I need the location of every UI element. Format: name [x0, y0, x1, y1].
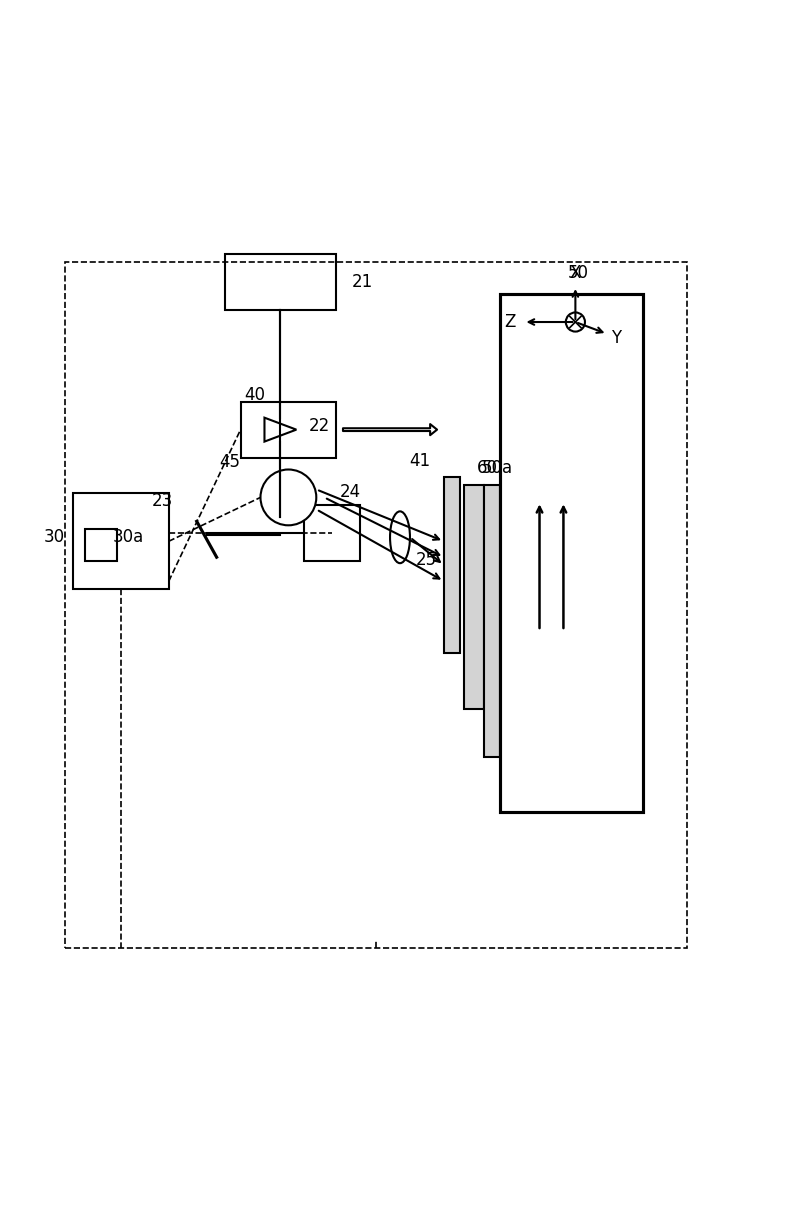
- Text: 50: 50: [567, 264, 589, 282]
- Text: X: X: [570, 264, 581, 282]
- Bar: [500, 294, 643, 813]
- Text: Y: Y: [611, 329, 622, 347]
- Bar: [444, 477, 460, 653]
- Text: 25: 25: [416, 552, 437, 569]
- Text: Z: Z: [504, 313, 515, 331]
- Text: 50a: 50a: [482, 460, 514, 477]
- Text: 45: 45: [219, 452, 241, 471]
- Bar: [85, 530, 117, 562]
- Text: 30: 30: [44, 528, 65, 547]
- Text: 60: 60: [478, 460, 498, 477]
- Text: 23: 23: [151, 493, 173, 510]
- Text: 40: 40: [245, 386, 266, 403]
- Text: 21: 21: [352, 273, 374, 291]
- Text: 22: 22: [308, 417, 330, 435]
- Bar: [225, 254, 336, 310]
- Bar: [65, 262, 687, 948]
- Bar: [241, 402, 336, 457]
- Bar: [304, 505, 360, 562]
- Bar: [484, 485, 500, 756]
- Bar: [73, 493, 169, 588]
- Text: 24: 24: [340, 483, 362, 501]
- Polygon shape: [265, 418, 296, 441]
- Circle shape: [566, 313, 585, 331]
- Bar: [464, 485, 484, 709]
- Text: 41: 41: [410, 451, 430, 470]
- Circle shape: [261, 470, 316, 525]
- Ellipse shape: [390, 511, 410, 563]
- Text: 30a: 30a: [113, 528, 144, 547]
